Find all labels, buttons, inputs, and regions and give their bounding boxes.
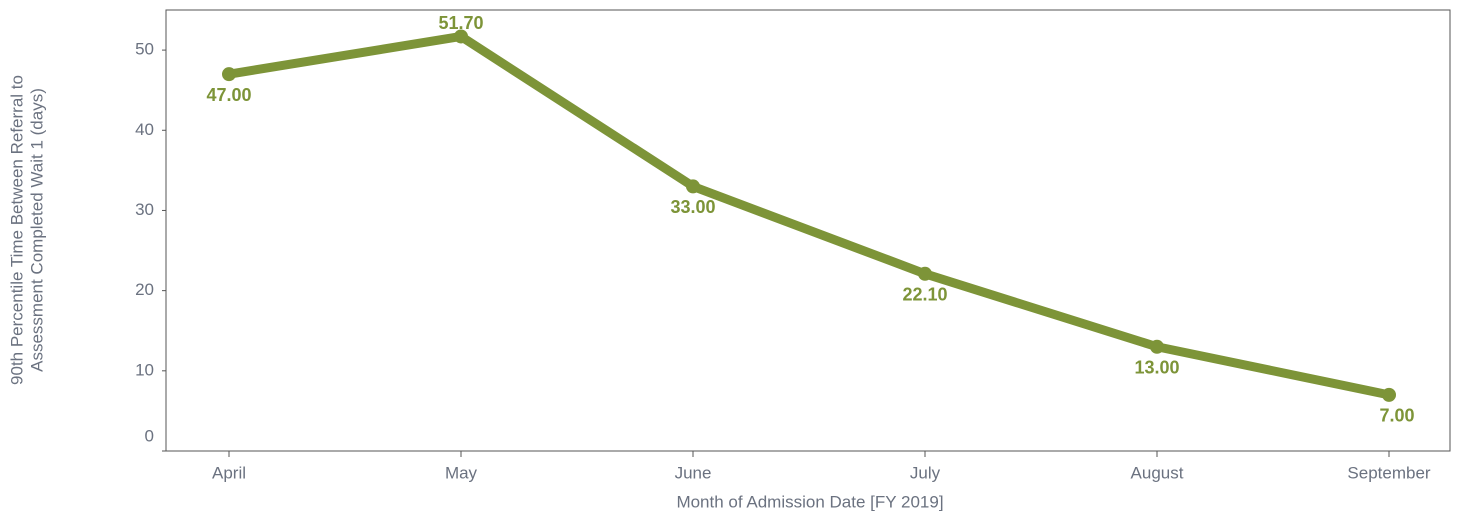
value-label: 13.00 <box>1134 358 1179 378</box>
plot-frame <box>165 9 1451 452</box>
x-tick-label: July <box>910 463 941 482</box>
x-tick-label: August <box>1131 463 1184 482</box>
y-tick-label: 40 <box>135 120 154 139</box>
x-axis-title: Month of Admission Date [FY 2019] <box>676 492 943 511</box>
y-tick-label: 10 <box>135 360 154 379</box>
value-label: 33.00 <box>670 197 715 217</box>
point <box>686 179 700 194</box>
y-tick-label: 30 <box>135 200 154 219</box>
y-tick-label: 0 <box>145 426 154 445</box>
value-label: 51.70 <box>438 13 483 33</box>
y-axis-title: 90th Percentile Time Between Referral to… <box>7 75 46 385</box>
value-label: 22.10 <box>902 285 947 305</box>
y-axis-title-line: 90th Percentile Time Between Referral to <box>7 75 26 385</box>
point <box>918 266 932 281</box>
x-tick-label: September <box>1347 463 1430 482</box>
point <box>1150 339 1164 354</box>
y-axis-title-line: Assessment Completed Wait 1 (days) <box>27 88 46 372</box>
x-tick-label: April <box>212 463 246 482</box>
point <box>222 67 236 82</box>
x-tick-label: May <box>445 463 478 482</box>
x-tick-label: June <box>675 463 712 482</box>
point <box>454 29 468 44</box>
y-tick-label: 20 <box>135 280 154 299</box>
y-tick-label: 50 <box>135 40 154 59</box>
value-label: 7.00 <box>1379 406 1414 426</box>
point <box>1382 387 1396 402</box>
line <box>224 31 1394 400</box>
value-label: 47.00 <box>206 85 251 105</box>
